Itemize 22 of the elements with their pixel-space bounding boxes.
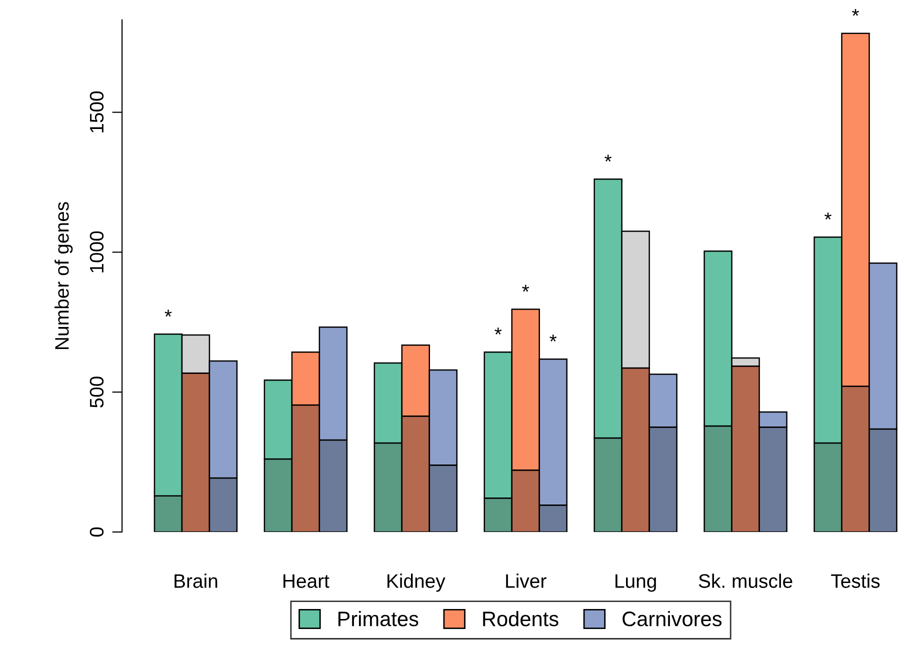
legend-label: Carnivores bbox=[622, 610, 722, 626]
x-tick-label: Liver bbox=[506, 574, 546, 588]
data-label: * bbox=[164, 310, 172, 317]
y-tick-label: 0 bbox=[90, 527, 104, 537]
x-tick-label: Brain bbox=[174, 574, 218, 588]
data-label: * bbox=[852, 8, 859, 16]
data-label: * bbox=[550, 334, 557, 342]
x-tick-label: Kidney bbox=[388, 574, 446, 592]
x-tick-label: Sk. muscle bbox=[698, 574, 792, 588]
legend-label: Rodents bbox=[483, 610, 558, 626]
data-label: * bbox=[604, 154, 612, 162]
legend-label: Primates bbox=[338, 610, 418, 626]
y-tick-label: 1000 bbox=[90, 231, 104, 272]
x-tick-label: Lung bbox=[616, 574, 656, 592]
data-label: * bbox=[824, 212, 832, 220]
x-tick-label: Heart bbox=[284, 574, 330, 588]
x-tick-label: Testis bbox=[831, 574, 880, 588]
y-tick-label: 1500 bbox=[90, 91, 104, 132]
y-tick-label: 500 bbox=[90, 376, 104, 408]
data-label: * bbox=[522, 284, 530, 292]
y-axis-title: Number of genes bbox=[54, 202, 73, 349]
data-label: * bbox=[494, 328, 502, 335]
